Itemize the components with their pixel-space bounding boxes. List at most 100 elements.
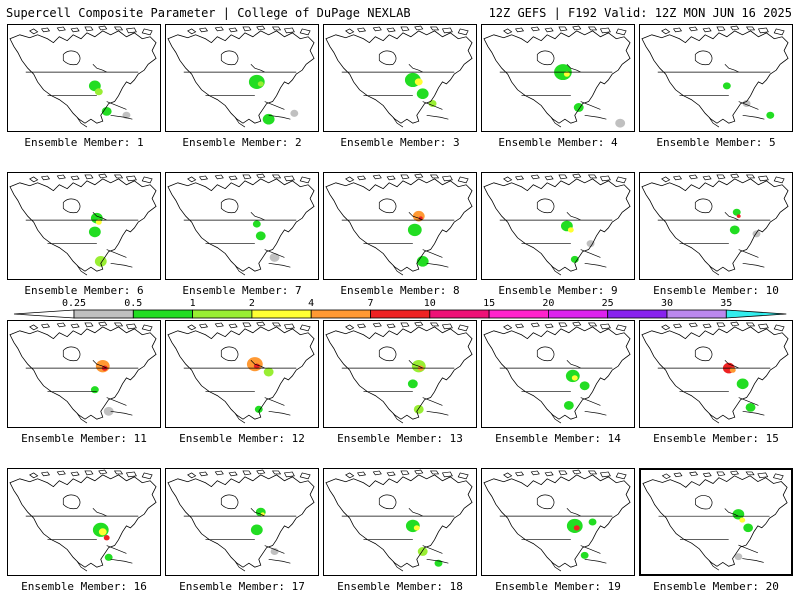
- ensemble-member-map: [639, 24, 793, 132]
- map-boundary: [587, 322, 598, 327]
- map-boundary: [422, 545, 443, 554]
- panel-caption: Ensemble Member: 10: [653, 284, 779, 297]
- map-boundary: [141, 324, 153, 332]
- map-boundary: [29, 176, 39, 183]
- map-boundary: [214, 322, 224, 328]
- ensemble-member-map: [639, 468, 793, 576]
- ensemble-member-map: [165, 320, 319, 428]
- map-boundary: [40, 323, 51, 329]
- map-boundary: [228, 323, 238, 329]
- map-boundary: [599, 471, 611, 478]
- map-boundary: [566, 212, 581, 221]
- map-boundary: [757, 323, 769, 330]
- scp-shading: [615, 118, 626, 128]
- map-boundary: [62, 346, 81, 362]
- map-boundary: [76, 561, 88, 572]
- map-boundary: [408, 64, 423, 73]
- scp-shading: [417, 547, 428, 556]
- map-boundary: [702, 175, 712, 181]
- scp-shading: [571, 375, 578, 381]
- map-boundary: [550, 561, 562, 572]
- map-boundary: [724, 360, 739, 369]
- model-run-info: 12Z GEFS | F192 Valid: 12Z MON JUN 16 20…: [488, 6, 792, 20]
- map-boundary: [29, 28, 39, 35]
- scp-shading: [586, 240, 595, 248]
- map-boundary: [572, 321, 582, 327]
- map-boundary: [580, 545, 601, 554]
- map-boundary: [426, 114, 449, 120]
- map-boundary: [773, 176, 785, 184]
- map-boundary: [429, 174, 440, 179]
- map-boundary: [530, 174, 540, 180]
- coastline: [9, 326, 157, 420]
- map-boundary: [70, 471, 80, 477]
- map-boundary: [234, 561, 246, 572]
- map-boundary: [386, 471, 396, 477]
- colorbar-tick-label: 0.5: [124, 298, 143, 309]
- map-boundary: [242, 26, 252, 32]
- map-boundary: [356, 27, 367, 33]
- map-boundary: [256, 469, 266, 475]
- map-boundary: [98, 321, 108, 327]
- map-boundary: [730, 25, 740, 31]
- map-boundary: [345, 28, 355, 35]
- map-boundary: [661, 473, 671, 480]
- scp-shading: [88, 226, 101, 238]
- panel-caption: Ensemble Member: 20: [653, 580, 779, 593]
- map-boundary: [689, 471, 699, 477]
- map-boundary: [615, 324, 627, 332]
- colorbar-tick-label: 7: [367, 298, 374, 309]
- coastline: [167, 326, 315, 420]
- map-boundary: [738, 397, 759, 406]
- coastline: [641, 326, 789, 420]
- map-boundary: [708, 560, 720, 571]
- map-boundary: [599, 27, 611, 34]
- colorbar-segment: [132, 309, 194, 319]
- map-boundary: [271, 174, 282, 179]
- ensemble-member-map: [481, 468, 635, 576]
- map-boundary: [250, 212, 265, 221]
- map-boundary: [356, 471, 367, 477]
- map-boundary: [356, 175, 367, 181]
- map-boundary: [110, 410, 133, 416]
- map-boundary: [587, 470, 598, 475]
- map-boundary: [724, 64, 739, 73]
- scp-shading: [98, 528, 107, 536]
- map-boundary: [250, 360, 265, 369]
- map-boundary: [572, 25, 582, 31]
- map-boundary: [408, 212, 423, 221]
- map-boundary: [228, 471, 238, 477]
- colorbar-segment: [666, 309, 727, 319]
- map-boundary: [615, 176, 627, 184]
- map-boundary: [745, 471, 755, 476]
- map-boundary: [378, 346, 397, 362]
- ensemble-member-map: [639, 172, 793, 280]
- ensemble-member-map: [481, 24, 635, 132]
- coastline: [167, 30, 315, 124]
- colorbar-tick-label: 2: [248, 298, 255, 309]
- scp-shading: [257, 81, 264, 87]
- colorbar-tick-label: 10: [423, 298, 436, 309]
- coastline: [641, 178, 789, 272]
- map-boundary: [345, 472, 355, 479]
- map-boundary: [716, 471, 726, 477]
- map-boundary: [702, 472, 712, 478]
- map-boundary: [84, 26, 94, 32]
- map-boundary: [738, 101, 759, 110]
- map-boundary: [141, 28, 153, 36]
- map-boundary: [530, 26, 540, 32]
- map-boundary: [514, 27, 525, 33]
- map-boundary: [228, 175, 238, 181]
- map-boundary: [550, 117, 562, 128]
- colorbar-high-arrow: [725, 309, 787, 319]
- colorbar-tick-label: 15: [483, 298, 496, 309]
- map-boundary: [457, 176, 469, 184]
- map-boundary: [584, 410, 607, 416]
- map-boundary: [220, 494, 239, 510]
- colorbar-segment: [548, 309, 609, 319]
- map-boundary: [414, 469, 424, 475]
- map-boundary: [694, 50, 713, 66]
- map-boundary: [584, 114, 607, 120]
- colorbar-segment: [192, 309, 253, 319]
- scp-shading: [101, 106, 112, 116]
